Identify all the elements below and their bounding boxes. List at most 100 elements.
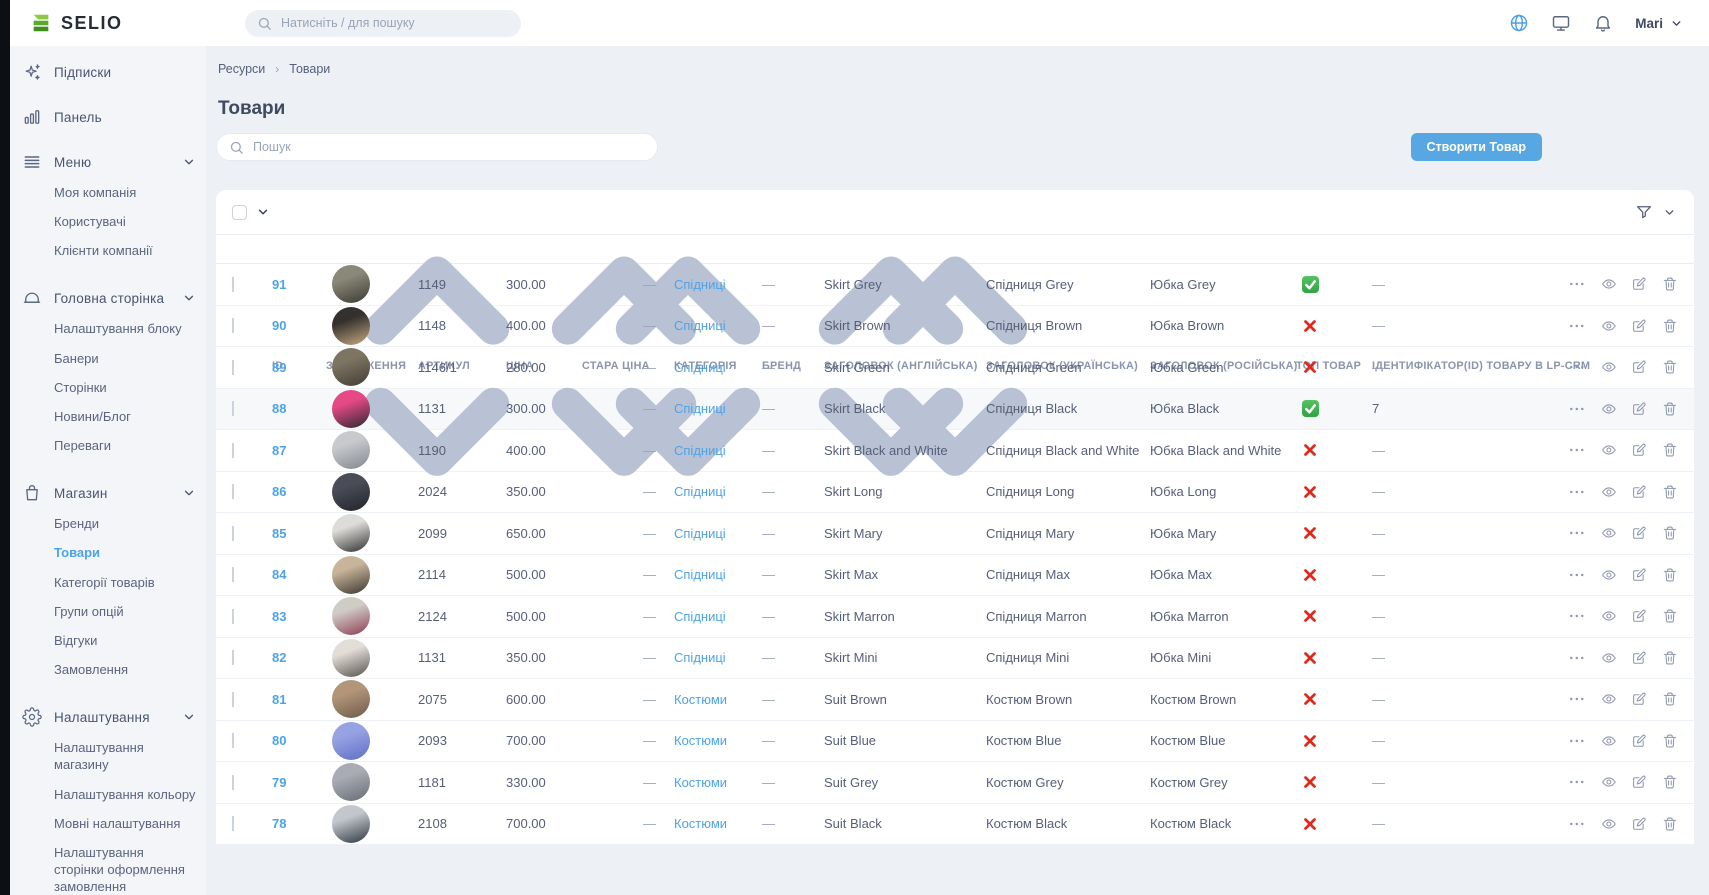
sidebar-item[interactable]: Налаштування магазину <box>54 740 144 773</box>
sidebar-item[interactable]: Замовлення <box>54 662 129 678</box>
more-actions-icon[interactable] <box>1568 524 1586 542</box>
edit-icon[interactable] <box>1631 358 1647 376</box>
col-header-lpcrm[interactable]: ІДЕНТИФІКАТОР(ID) ТОВАРУ В LP-CRM <box>1372 360 1590 372</box>
view-icon[interactable] <box>1601 607 1617 625</box>
delete-icon[interactable] <box>1662 649 1678 667</box>
row-checkbox[interactable] <box>232 774 234 790</box>
view-icon[interactable] <box>1601 690 1617 708</box>
bell-icon[interactable] <box>1593 13 1613 33</box>
edit-icon[interactable] <box>1631 732 1647 750</box>
product-image[interactable] <box>332 472 370 511</box>
sidebar-section-shop[interactable]: Магазин <box>22 481 196 505</box>
category-link[interactable]: Спідниці <box>674 276 726 292</box>
edit-icon[interactable] <box>1631 483 1647 501</box>
product-id-link[interactable]: 85 <box>272 525 287 541</box>
product-id-link[interactable]: 79 <box>272 774 287 790</box>
product-image[interactable] <box>332 306 370 345</box>
breadcrumb-resources[interactable]: Ресурси <box>218 62 266 76</box>
category-link[interactable]: Спідниці <box>674 525 726 541</box>
edit-icon[interactable] <box>1631 524 1647 542</box>
delete-icon[interactable] <box>1662 566 1678 584</box>
sidebar-section-settings[interactable]: Налаштування <box>22 705 196 729</box>
product-image[interactable] <box>332 680 370 719</box>
delete-icon[interactable] <box>1662 815 1678 833</box>
more-actions-icon[interactable] <box>1568 358 1586 376</box>
view-icon[interactable] <box>1601 400 1617 418</box>
category-link[interactable]: Спідниці <box>674 608 726 624</box>
row-checkbox[interactable] <box>232 567 234 583</box>
globe-icon[interactable] <box>1509 13 1529 33</box>
delete-icon[interactable] <box>1662 317 1678 335</box>
sidebar-item[interactable]: Переваги <box>54 438 112 454</box>
sidebar-item[interactable]: Товари <box>54 545 101 561</box>
product-id-link[interactable]: 84 <box>272 567 287 583</box>
more-actions-icon[interactable] <box>1568 607 1586 625</box>
product-image[interactable] <box>332 389 370 428</box>
product-image[interactable] <box>332 265 370 304</box>
product-image[interactable] <box>332 514 370 553</box>
product-id-link[interactable]: 86 <box>272 484 287 500</box>
sidebar-item[interactable]: Банери <box>54 350 99 366</box>
sidebar-item[interactable]: Клієнти компанії <box>54 243 153 259</box>
edit-icon[interactable] <box>1631 566 1647 584</box>
more-actions-icon[interactable] <box>1568 815 1586 833</box>
category-link[interactable]: Спідниці <box>674 442 726 458</box>
product-id-link[interactable]: 90 <box>272 318 287 334</box>
product-image[interactable] <box>332 431 370 470</box>
user-menu[interactable]: Mari <box>1635 16 1683 31</box>
delete-icon[interactable] <box>1662 690 1678 708</box>
product-image[interactable] <box>332 555 370 594</box>
product-image[interactable] <box>332 348 370 387</box>
row-checkbox[interactable] <box>232 318 234 334</box>
delete-icon[interactable] <box>1662 441 1678 459</box>
more-actions-icon[interactable] <box>1568 649 1586 667</box>
delete-icon[interactable] <box>1662 275 1678 293</box>
more-actions-icon[interactable] <box>1568 317 1586 335</box>
product-id-link[interactable]: 78 <box>272 816 287 832</box>
breadcrumb-products[interactable]: Товари <box>289 62 331 76</box>
create-product-button[interactable]: Створити Товар <box>1410 133 1542 161</box>
view-icon[interactable] <box>1601 317 1617 335</box>
category-link[interactable]: Спідниці <box>674 359 726 375</box>
category-link[interactable]: Спідниці <box>674 567 726 583</box>
delete-icon[interactable] <box>1662 400 1678 418</box>
view-icon[interactable] <box>1601 732 1617 750</box>
product-image[interactable] <box>332 638 370 677</box>
category-link[interactable]: Костюми <box>674 774 728 790</box>
sidebar-item[interactable]: Сторінки <box>54 379 107 395</box>
col-header-title_en[interactable]: ЗАГОЛОВОК (АНГЛІЙСЬКА) <box>824 360 986 372</box>
row-checkbox[interactable] <box>232 359 234 375</box>
view-icon[interactable] <box>1601 483 1617 501</box>
sidebar-item[interactable]: Бренди <box>54 516 100 532</box>
row-checkbox[interactable] <box>232 650 234 666</box>
category-link[interactable]: Спідниці <box>674 401 726 417</box>
edit-icon[interactable] <box>1631 649 1647 667</box>
more-actions-icon[interactable] <box>1568 773 1586 791</box>
product-id-link[interactable]: 89 <box>272 359 287 375</box>
sidebar-item[interactable]: Налаштування блоку <box>54 321 182 337</box>
more-actions-icon[interactable] <box>1568 441 1586 459</box>
delete-icon[interactable] <box>1662 483 1678 501</box>
sidebar-item[interactable]: Новини/Блог <box>54 408 131 424</box>
product-id-link[interactable]: 80 <box>272 733 287 749</box>
delete-icon[interactable] <box>1662 773 1678 791</box>
sidebar-section-dashboard[interactable]: Панель <box>22 105 196 129</box>
products-search-input[interactable]: Пошук <box>216 133 658 161</box>
sidebar-item[interactable]: Групи опцій <box>54 603 124 619</box>
row-checkbox[interactable] <box>232 816 234 832</box>
product-id-link[interactable]: 91 <box>272 276 287 292</box>
sidebar-section-subscriptions[interactable]: Підписки <box>22 60 196 84</box>
edit-icon[interactable] <box>1631 400 1647 418</box>
row-checkbox[interactable] <box>232 691 234 707</box>
sidebar-item[interactable]: Мовні налаштування <box>54 815 181 831</box>
category-link[interactable]: Костюми <box>674 691 728 707</box>
edit-icon[interactable] <box>1631 773 1647 791</box>
more-actions-icon[interactable] <box>1568 690 1586 708</box>
edit-icon[interactable] <box>1631 441 1647 459</box>
more-actions-icon[interactable] <box>1568 483 1586 501</box>
edit-icon[interactable] <box>1631 275 1647 293</box>
edit-icon[interactable] <box>1631 317 1647 335</box>
sidebar-item[interactable]: Моя компанія <box>54 185 137 200</box>
sidebar-item[interactable]: Налаштування сторінки оформлення замовле… <box>54 844 185 895</box>
row-checkbox[interactable] <box>232 442 234 458</box>
